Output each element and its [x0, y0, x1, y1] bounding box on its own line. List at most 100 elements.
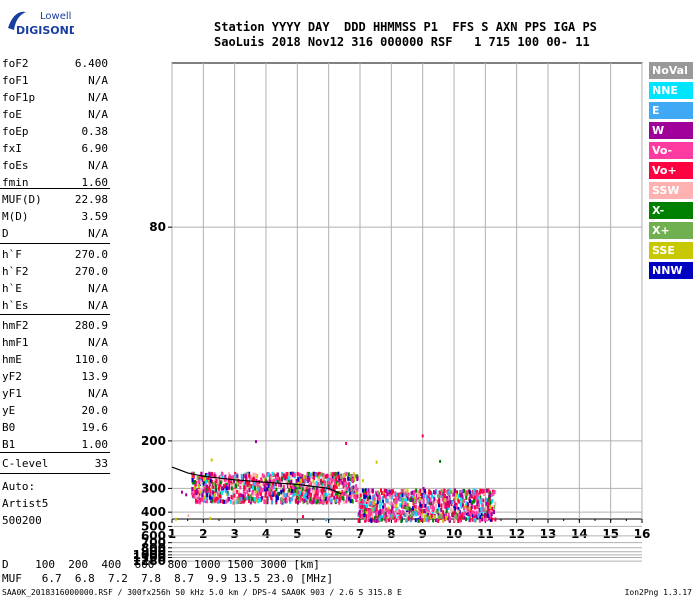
echo-point: [361, 505, 364, 509]
echo-point: [263, 500, 266, 505]
echo-point: [185, 493, 188, 497]
param-row: foEs N/A: [2, 159, 108, 175]
echo-point: [270, 491, 273, 496]
echo-point: [303, 498, 306, 503]
echo-point: [460, 504, 463, 509]
echo-point: [214, 498, 217, 503]
echo-point: [230, 495, 233, 499]
echo-point: [306, 484, 309, 489]
x-tick-label: 11: [477, 527, 494, 541]
echo-point: [194, 480, 196, 484]
auto-label: Auto:: [2, 480, 36, 493]
echo-point: [361, 488, 364, 493]
echo-point: [371, 488, 374, 493]
param-name: D: [2, 227, 9, 240]
echo-point: [308, 495, 311, 500]
echo-point: [287, 476, 290, 481]
echo-point: [375, 512, 378, 517]
echo-point: [213, 474, 216, 479]
echo-point: [388, 490, 391, 494]
muf-row: MUF 6.7 6.8 7.2 7.8 8.7 9.9 13.5 23.0 [M…: [2, 572, 334, 585]
echo-point: [479, 515, 482, 520]
echo-point: [242, 482, 245, 487]
echo-point: [442, 500, 445, 505]
echo-point: [493, 505, 496, 510]
echo-point: [231, 478, 234, 483]
param-name: h`E: [2, 282, 22, 295]
echo-point: [272, 482, 274, 487]
param-row: fxI 6.90: [2, 142, 108, 158]
echo-point: [332, 472, 335, 477]
echo-point: [463, 511, 466, 516]
echo-point: [478, 490, 481, 495]
param-row: yF2 13.9: [2, 370, 108, 386]
echo-point: [367, 488, 370, 493]
param-name: fmin: [2, 176, 29, 189]
echo-point: [435, 499, 438, 504]
echo-point: [348, 493, 351, 498]
echo-point: [212, 498, 215, 503]
echo-point: [197, 484, 200, 489]
y-tick-label: 400: [141, 505, 166, 519]
echo-point: [470, 505, 473, 510]
echo-point: [373, 518, 376, 523]
echo-point: [267, 488, 270, 493]
echo-point: [244, 491, 246, 496]
echo-point: [480, 512, 483, 517]
echo-point: [265, 479, 267, 484]
echo-point: [322, 500, 325, 504]
legend-item-w: W: [649, 122, 693, 139]
echo-point: [411, 513, 414, 518]
echo-point: [381, 496, 384, 501]
echo-point: [280, 500, 283, 505]
echo-point: [414, 518, 417, 523]
echo-point: [474, 505, 476, 510]
echo-point: [220, 491, 223, 496]
echo-point: [446, 503, 449, 508]
echo-point: [336, 498, 339, 503]
echo-point: [317, 482, 320, 487]
echo-point: [488, 495, 491, 500]
echo-point: [259, 489, 262, 494]
echo-point: [225, 477, 228, 482]
echo-point: [328, 497, 330, 502]
param-name: yF1: [2, 387, 22, 400]
echo-point: [421, 489, 423, 494]
echo-point: [421, 434, 424, 438]
echo-point: [376, 500, 379, 504]
echo-point: [208, 471, 211, 476]
echo-point: [478, 507, 481, 512]
echo-point: [280, 496, 283, 501]
echo-point: [227, 492, 230, 497]
param-row: hmF2 280.9: [2, 319, 108, 335]
echo-point: [195, 491, 198, 496]
echo-point: [418, 491, 421, 496]
echo-point: [339, 480, 342, 485]
echo-point: [312, 479, 315, 484]
echo-point: [338, 478, 341, 483]
echo-point: [315, 480, 318, 485]
echo-point: [294, 486, 297, 491]
param-value: N/A: [88, 227, 108, 240]
echo-point: [275, 487, 278, 492]
echo-point: [350, 487, 353, 492]
echo-point: [493, 489, 496, 494]
echo-point: [486, 516, 489, 521]
echo-point: [428, 489, 431, 494]
echo-point: [304, 475, 307, 479]
echo-point: [335, 484, 338, 489]
logo-line2: DIGISONDE: [16, 24, 74, 37]
echo-point: [427, 494, 430, 499]
echo-point: [320, 472, 323, 477]
echo-point: [405, 497, 408, 502]
echo-point: [222, 488, 225, 493]
echo-point: [453, 498, 456, 503]
echo-point: [437, 494, 439, 499]
echo-point: [403, 488, 406, 493]
echo-point: [401, 500, 404, 505]
echo-point: [477, 495, 480, 500]
echo-point: [398, 510, 401, 515]
echo-point: [284, 495, 287, 500]
echo-point: [347, 472, 350, 477]
echo-point: [422, 497, 425, 502]
